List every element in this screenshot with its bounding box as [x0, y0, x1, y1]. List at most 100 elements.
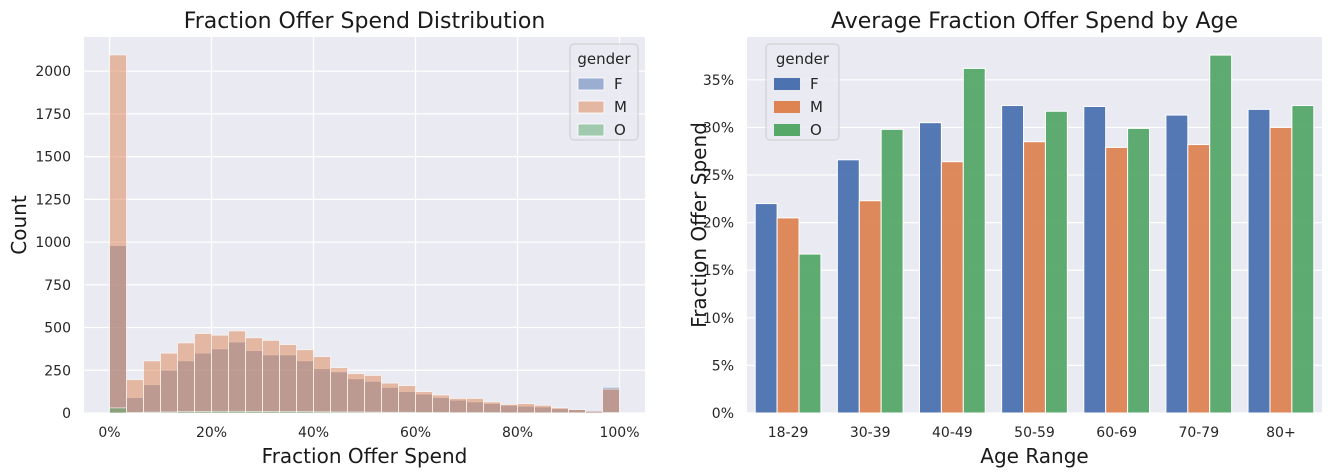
- histogram-bar: [211, 334, 229, 414]
- bar: [1247, 108, 1271, 414]
- histogram-bar: [364, 411, 382, 414]
- x-tick-label: 50-59: [1014, 425, 1055, 441]
- y-tick-label: 15%: [703, 263, 734, 279]
- histogram-bar: [330, 367, 348, 414]
- histogram-bar: [347, 373, 365, 414]
- y-tick-label: 500: [44, 321, 71, 337]
- histogram-bar: [177, 411, 195, 414]
- histogram-bar: [415, 412, 433, 414]
- legend-swatch-F: [774, 78, 800, 90]
- histogram-bar: [415, 391, 433, 414]
- histogram-bar: [177, 342, 195, 414]
- y-tick-label: 750: [44, 278, 71, 294]
- histogram-bars: [109, 54, 620, 414]
- x-tick-label: 60-69: [1096, 425, 1137, 441]
- histogram-bar: [245, 337, 263, 414]
- y-tick-label: 1750: [35, 107, 71, 123]
- legend-label-F: F: [614, 75, 623, 93]
- bar: [940, 161, 964, 414]
- legend-swatch-F: [577, 77, 605, 91]
- histogram-bar: [602, 412, 620, 414]
- histogram-bar: [279, 344, 297, 414]
- legend-swatch-O: [577, 123, 605, 137]
- bar: [1083, 105, 1107, 414]
- x-tick-label: 0%: [98, 425, 120, 441]
- y-tick-label: 20%: [703, 216, 734, 232]
- bar: [1001, 105, 1025, 414]
- legend-title: gender: [776, 50, 830, 68]
- histogram-bar: [483, 401, 501, 414]
- histogram-bar: [313, 411, 331, 414]
- histogram-bar: [602, 388, 620, 414]
- histogram-bar: [143, 411, 161, 414]
- histogram-bar: [517, 403, 535, 414]
- histogram-bar: [279, 411, 297, 414]
- histogram-bar: [347, 411, 365, 414]
- histogram-bar: [466, 398, 484, 414]
- y-tick-label: 1000: [35, 235, 71, 251]
- bar: [919, 122, 942, 414]
- bar: [1044, 110, 1068, 414]
- age-bar-x-axis-label: Age Range: [980, 444, 1088, 468]
- bar: [1187, 144, 1211, 414]
- y-tick-label: 25%: [703, 168, 734, 184]
- y-tick-label: 30%: [703, 120, 734, 136]
- y-tick-label: 0: [62, 406, 71, 422]
- histogram-bar: [551, 407, 569, 414]
- histogram-bar: [500, 404, 518, 414]
- histogram-bar: [398, 385, 416, 414]
- histogram-bar: [160, 352, 178, 414]
- histogram-bar: [245, 411, 263, 414]
- histogram-bar: [432, 394, 450, 414]
- bar: [754, 203, 778, 414]
- histogram-bar: [228, 330, 246, 414]
- histogram-bar: [262, 339, 280, 414]
- age-bar-legend: gender FMO: [765, 43, 840, 141]
- age-bar-chart: 0% 5% 10% 15% 20% 25% 30% 35% 18-29 30-39 40-49 50-…: [687, 9, 1322, 468]
- y-tick-label: 10%: [703, 311, 734, 327]
- x-tick-label: 80%: [502, 425, 533, 441]
- histogram-series-O: [109, 407, 620, 414]
- histogram-bar: [330, 411, 348, 414]
- legend-box: [765, 43, 840, 141]
- x-tick-label: 100%: [599, 425, 639, 441]
- age-bar-y-axis-label: Fraction Offer Spend: [687, 122, 711, 328]
- x-tick-label: 18-29: [768, 425, 809, 441]
- histogram-legend: gender FMO: [569, 43, 639, 141]
- age-bar-bars: [754, 54, 1315, 414]
- x-tick-label: 20%: [196, 425, 227, 441]
- histogram-bar: [262, 411, 280, 414]
- histogram-bar: [126, 412, 144, 414]
- bar: [858, 200, 882, 414]
- x-tick-label: 40-49: [932, 425, 973, 441]
- y-tick-label: 0%: [712, 406, 734, 422]
- histogram-bar: [194, 333, 212, 414]
- y-tick-label: 1500: [35, 150, 71, 166]
- legend-swatch-M: [774, 101, 800, 113]
- histogram-bar: [211, 410, 229, 414]
- bar-series-O: [798, 54, 1315, 414]
- y-tick-label: 250: [44, 363, 71, 379]
- bar: [1105, 146, 1129, 414]
- histogram-bar: [296, 349, 314, 414]
- bar: [836, 159, 860, 414]
- y-tick-label: 2000: [35, 64, 71, 80]
- legend-title: gender: [577, 50, 631, 68]
- y-tick-label: 35%: [703, 73, 734, 89]
- histogram-bar: [585, 410, 603, 414]
- y-tick-label: 1250: [35, 192, 71, 208]
- histogram-bar: [313, 356, 331, 414]
- x-tick-label: 40%: [298, 425, 329, 441]
- histogram-bar: [194, 411, 212, 414]
- histogram-bar: [296, 411, 314, 414]
- legend-label-O: O: [810, 121, 822, 139]
- x-tick-label: 70-79: [1178, 425, 1219, 441]
- age-bar-title: Average Fraction Offer Spend by Age: [831, 9, 1238, 34]
- bar: [1127, 127, 1150, 414]
- histogram-bar: [228, 410, 246, 414]
- histogram-bar: [381, 382, 399, 414]
- bar: [880, 128, 904, 414]
- histogram-bar: [534, 404, 552, 414]
- legend-box: [569, 43, 639, 141]
- histogram-bar: [143, 360, 161, 414]
